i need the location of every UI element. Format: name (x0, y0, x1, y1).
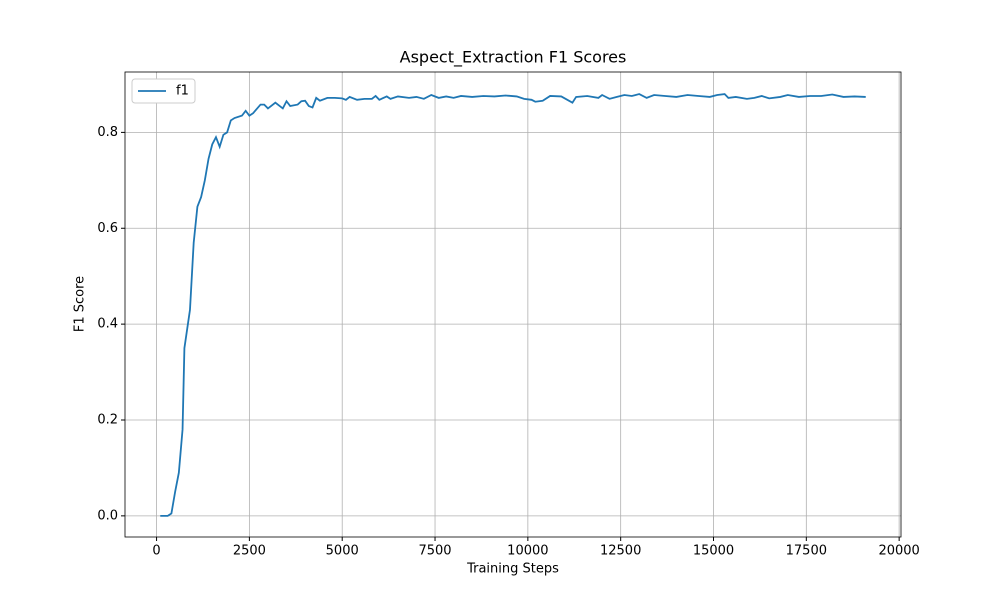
x-tick-label: 0 (152, 544, 160, 559)
y-tick-label: 0.8 (97, 125, 118, 140)
plot-frame (124, 71, 902, 538)
y-tick-label: 0.0 (97, 508, 118, 523)
x-tick-label: 2500 (233, 544, 266, 559)
x-tick-label: 15000 (693, 544, 734, 559)
x-tick-label: 20000 (878, 544, 919, 559)
x-tick-label: 7500 (418, 544, 451, 559)
y-tick-label: 0.6 (97, 221, 118, 236)
x-tick-label: 12500 (600, 544, 641, 559)
y-axis-label: F1 Score (73, 276, 88, 332)
chart-title: Aspect_Extraction F1 Scores (400, 48, 627, 68)
line (160, 93, 866, 517)
legend-label: f1 (176, 84, 189, 99)
y-tick-label: 0.4 (97, 317, 118, 332)
x-tick-label: 5000 (326, 544, 359, 559)
x-tick-label: 10000 (507, 544, 548, 559)
x-axis-label: Training Steps (466, 562, 559, 577)
x-tick-label: 17500 (786, 544, 827, 559)
y-tick-label: 0.2 (97, 412, 118, 427)
